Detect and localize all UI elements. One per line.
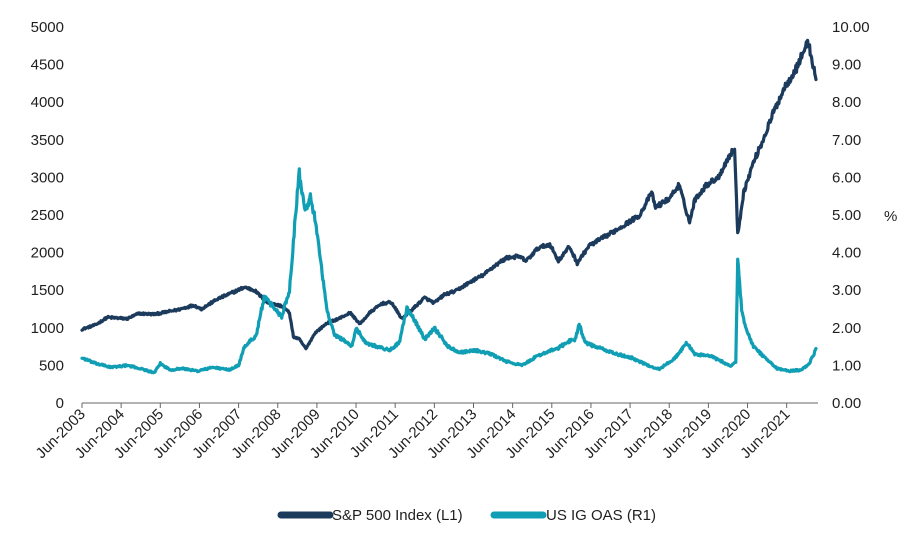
- left-tick-label: 3000: [31, 169, 64, 186]
- left-tick-label: 1000: [31, 320, 64, 337]
- right-tick-label: 10.00: [832, 19, 870, 36]
- right-tick-label: 6.00: [832, 169, 861, 186]
- right-tick-label: 5.00: [832, 207, 861, 224]
- right-tick-label: 7.00: [832, 132, 861, 149]
- left-tick-label: 2500: [31, 207, 64, 224]
- plot-area: Jun-2003Jun-2004Jun-2005Jun-2006Jun-2007…: [31, 19, 898, 462]
- right-tick-label: 4.00: [832, 245, 861, 262]
- left-tick-label: 3500: [31, 132, 64, 149]
- left-tick-label: 2000: [31, 245, 64, 262]
- series-line-sp500: [80, 38, 818, 351]
- left-tick-label: 5000: [31, 19, 64, 36]
- right-tick-label: 3.00: [832, 282, 861, 299]
- left-tick-label: 4500: [31, 57, 64, 74]
- legend: S&P 500 Index (L1) US IG OAS (R1): [277, 507, 656, 524]
- left-axis-ticks: 0 500 1000 1500 2000 2500 3000 3500 4000 4500 5000: [31, 19, 64, 412]
- right-tick-label: 8.00: [832, 94, 861, 111]
- right-axis-label: %: [884, 208, 897, 225]
- series-layer: [80, 38, 818, 375]
- series-line-ig-oas: [80, 167, 818, 375]
- right-tick-label: 9.00: [832, 57, 861, 74]
- left-tick-label: 500: [39, 357, 64, 374]
- left-tick-label: 0: [56, 395, 64, 412]
- legend-label-ig-oas: US IG OAS (R1): [546, 507, 656, 524]
- legend-label-sp500: S&P 500 Index (L1): [332, 507, 463, 524]
- right-tick-label: 0.00: [832, 395, 861, 412]
- right-tick-label: 2.00: [832, 320, 861, 337]
- left-tick-label: 1500: [31, 282, 64, 299]
- right-axis-ticks: 0.00 1.00 2.00 3.00 4.00 5.00 6.00 7.00 8.00 9.00…: [832, 19, 870, 412]
- left-tick-label: 4000: [31, 94, 64, 111]
- x-axis-ticks: Jun-2003Jun-2004Jun-2005Jun-2006Jun-2007…: [33, 403, 794, 462]
- right-tick-label: 1.00: [832, 357, 861, 374]
